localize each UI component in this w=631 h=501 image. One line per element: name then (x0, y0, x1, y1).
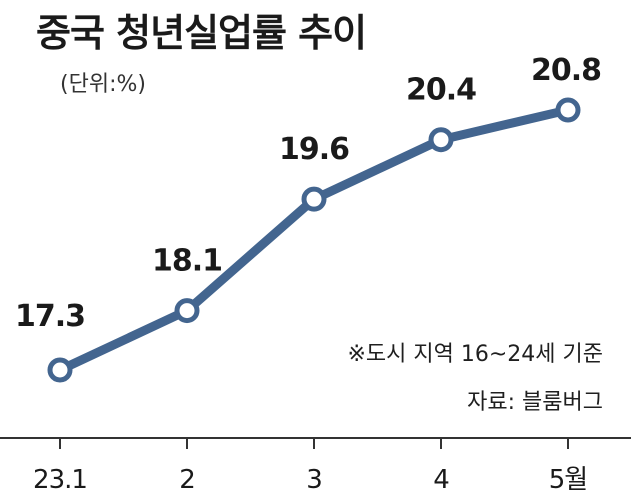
data-label: 17.3 (15, 299, 85, 334)
data-point-marker (428, 127, 454, 153)
data-point-marker (174, 298, 200, 324)
x-tick-label: 3 (306, 465, 322, 495)
data-label: 20.4 (406, 73, 476, 108)
data-point-marker (555, 97, 581, 123)
data-label: 20.8 (531, 53, 601, 88)
data-label: 18.1 (152, 244, 222, 279)
x-tick-label: 5월 (549, 465, 587, 495)
x-tick-label: 23.1 (33, 465, 87, 495)
data-point-marker (47, 357, 73, 383)
data-labels: 17.3 18.1 19.6 20.4 20.8 (15, 53, 602, 334)
x-tick-label: 2 (179, 465, 195, 495)
scope-note: ※도시 지역 16~24세 기준 (347, 342, 603, 367)
x-axis-tick-labels: 23.1 2 3 4 5월 (33, 465, 588, 495)
x-axis-ticks (59, 438, 569, 449)
unit-label: (단위:%) (60, 72, 146, 97)
data-point-marker (301, 186, 327, 212)
chart-title: 중국 청년실업률 추이 (36, 11, 367, 55)
data-label: 19.6 (279, 132, 349, 167)
data-markers (47, 97, 581, 383)
x-tick-label: 4 (433, 465, 449, 495)
source-note: 자료: 블룸버그 (467, 390, 603, 415)
